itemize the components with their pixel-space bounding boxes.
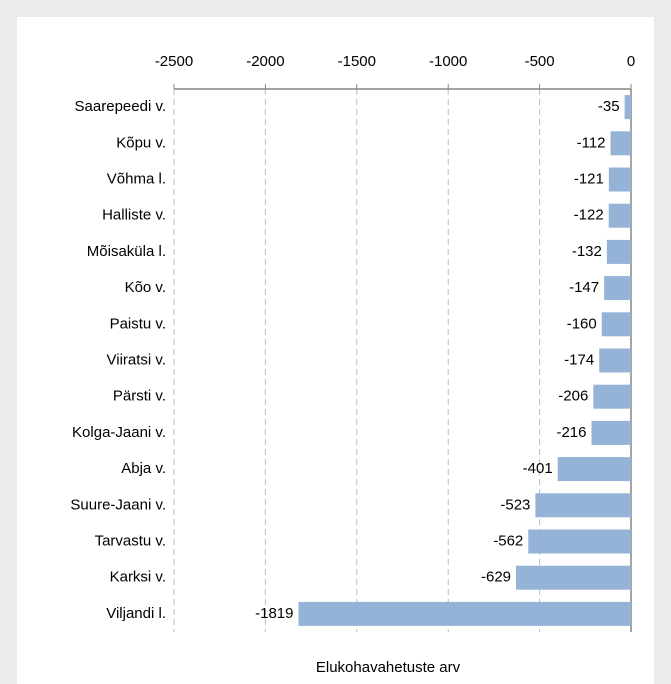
data-label: -35 <box>598 98 620 115</box>
x-tick-label: -1500 <box>338 53 376 70</box>
bar <box>599 348 631 373</box>
y-tick-label: Saarepeedi v. <box>75 98 166 115</box>
data-label: -1819 <box>255 605 293 622</box>
data-label: -112 <box>577 134 606 151</box>
bar <box>528 529 631 554</box>
data-label: -174 <box>564 351 594 368</box>
data-label: -147 <box>569 279 599 296</box>
data-label: -122 <box>574 207 604 224</box>
data-label: -132 <box>572 243 602 260</box>
y-tick-label: Kolga-Jaani v. <box>72 424 166 441</box>
x-tick-label: -2000 <box>246 53 284 70</box>
data-label: -629 <box>481 569 511 586</box>
data-label: -523 <box>500 496 530 513</box>
bar <box>608 167 631 192</box>
bar <box>591 420 631 445</box>
y-tick-label: Karksi v. <box>110 569 166 586</box>
y-tick-label: Kõpu v. <box>116 134 166 151</box>
y-tick-label: Pärsti v. <box>113 388 166 405</box>
x-tick-label: -2500 <box>155 53 193 70</box>
x-tick-label: -500 <box>525 53 555 70</box>
bar <box>604 276 631 301</box>
y-tick-label: Halliste v. <box>102 207 166 224</box>
y-tick-label: Kõo v. <box>125 279 166 296</box>
data-label: -160 <box>567 315 597 332</box>
data-label: -121 <box>574 170 604 187</box>
data-label: -562 <box>493 532 523 549</box>
bar <box>624 95 631 120</box>
y-tick-label: Viljandi l. <box>106 605 166 622</box>
x-tick-label: -1000 <box>429 53 467 70</box>
bar <box>298 601 631 626</box>
bar <box>606 239 631 264</box>
bar <box>516 565 631 590</box>
bar <box>601 312 631 337</box>
bar <box>593 384 631 409</box>
data-label: -206 <box>558 388 588 405</box>
y-tick-label: Viiratsi v. <box>107 351 166 368</box>
y-tick-label: Suure-Jaani v. <box>70 496 166 513</box>
data-label: -216 <box>556 424 586 441</box>
y-tick-label: Võhma l. <box>107 170 166 187</box>
y-tick-label: Paistu v. <box>110 315 166 332</box>
x-axis-label: Elukohavahetuste arv <box>316 659 461 676</box>
bar <box>535 493 631 518</box>
bar <box>557 457 631 482</box>
y-tick-label: Tarvastu v. <box>95 532 166 549</box>
y-tick-label: Mõisaküla l. <box>87 243 166 260</box>
y-tick-label: Abja v. <box>121 460 166 477</box>
x-tick-label: 0 <box>627 53 635 70</box>
bar <box>608 203 631 228</box>
bar <box>610 131 631 156</box>
data-label: -401 <box>523 460 553 477</box>
